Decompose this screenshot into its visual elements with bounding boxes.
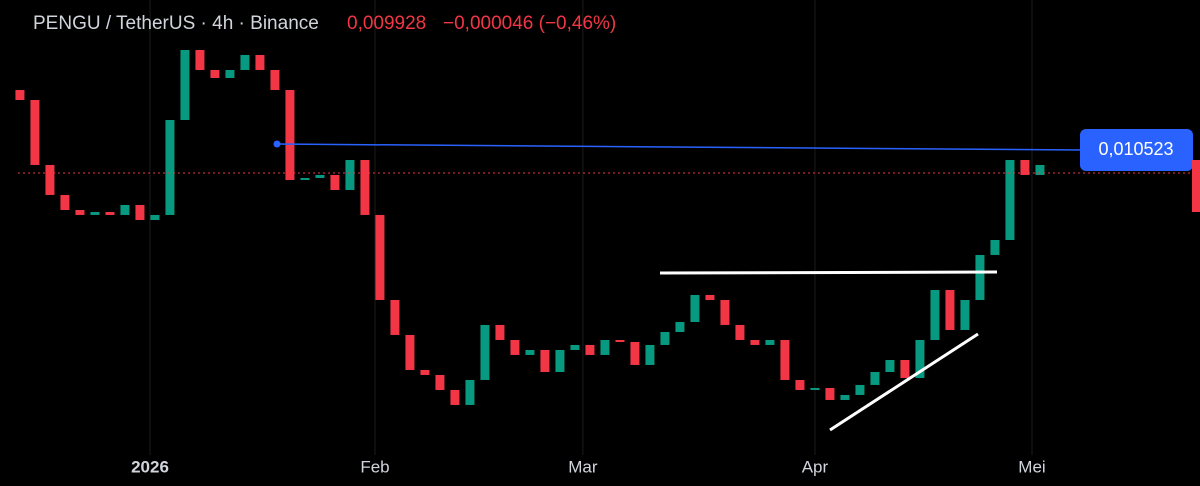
candle-body <box>870 371 880 385</box>
candle-body <box>420 369 430 375</box>
candle-body <box>255 54 265 70</box>
candle-body <box>570 344 580 350</box>
candle-body <box>45 164 55 195</box>
candle-body <box>165 119 175 215</box>
candle-body <box>645 344 655 365</box>
price-line-label: 0,010523 <box>1098 139 1173 159</box>
candle-body <box>630 341 640 365</box>
candle-body <box>825 387 835 400</box>
candle-body <box>585 344 595 355</box>
candle-body <box>690 294 700 322</box>
price-line <box>276 143 1081 151</box>
candle-body <box>270 69 280 90</box>
candle-body <box>375 214 385 300</box>
candle-body <box>315 174 325 178</box>
edge-price-tag <box>1192 160 1200 212</box>
price-change: −0,000046 (−0,46%) <box>443 13 616 34</box>
candle-body <box>735 324 745 340</box>
candle-body <box>150 214 160 220</box>
candle-body <box>525 349 535 355</box>
candle-body <box>285 89 295 180</box>
candle-body <box>1005 159 1015 240</box>
candle-body <box>840 394 850 400</box>
candle-body <box>210 69 220 78</box>
candles <box>15 49 1045 405</box>
candle-body <box>555 349 565 372</box>
candle-body <box>540 349 550 372</box>
candle-body <box>660 331 670 345</box>
candle-body <box>885 359 895 372</box>
candle-body <box>360 159 370 215</box>
candle-body <box>900 359 910 378</box>
candle-body <box>975 254 985 300</box>
last-price: 0,009928 <box>347 13 426 34</box>
candle-body <box>105 211 115 215</box>
candle-body <box>780 339 790 380</box>
chart-title: PENGU / TetherUS · 4h · Binance <box>33 13 319 34</box>
candle-body <box>405 334 415 370</box>
drawn-resistance-line <box>659 270 998 275</box>
candle-body <box>480 324 490 380</box>
candle-body <box>300 177 310 180</box>
candle-body <box>915 339 925 378</box>
candle-body <box>600 339 610 355</box>
candle-body <box>510 339 520 355</box>
x-tick-label: Mar <box>568 457 598 476</box>
candle-body <box>15 89 25 100</box>
candle-body <box>855 384 865 395</box>
candle-body <box>225 69 235 78</box>
price-line-tag <box>1080 129 1193 172</box>
candle-body <box>795 379 805 390</box>
candle-body <box>1035 164 1045 175</box>
candle-body <box>930 289 940 340</box>
candle-body <box>615 339 625 342</box>
candle-body <box>60 194 70 210</box>
candle-body <box>720 299 730 325</box>
candle-body <box>330 174 340 190</box>
candle-body <box>675 321 685 332</box>
candle-body <box>135 204 145 220</box>
candle-body <box>75 209 85 215</box>
x-tick-label: 2026 <box>131 457 169 476</box>
price-line-handle <box>273 140 281 148</box>
candle-body <box>465 379 475 405</box>
candle-body <box>945 289 955 330</box>
x-tick-label: Apr <box>802 457 829 476</box>
candle-body <box>390 299 400 335</box>
candle-body <box>120 204 130 215</box>
candle-body <box>765 339 775 345</box>
candle-body <box>240 54 250 70</box>
candle-body <box>495 324 505 340</box>
candle-body <box>810 387 820 390</box>
x-tick-label: Feb <box>360 457 389 476</box>
x-tick-label: Mei <box>1018 457 1045 476</box>
candle-body <box>90 211 100 215</box>
candle-body <box>30 99 40 165</box>
candle-body <box>990 239 1000 255</box>
grid <box>149 0 1033 455</box>
candle-body <box>750 339 760 345</box>
overlays: 0,010523 <box>18 129 1193 174</box>
candle-body <box>1020 159 1030 175</box>
candle-body <box>435 374 445 390</box>
drawn-support-line <box>829 332 979 432</box>
candle-body <box>960 299 970 330</box>
candle-body <box>345 159 355 190</box>
candle-body <box>180 49 190 120</box>
candle-body <box>450 389 460 405</box>
candle-body <box>195 49 205 70</box>
candle-body <box>705 294 715 300</box>
